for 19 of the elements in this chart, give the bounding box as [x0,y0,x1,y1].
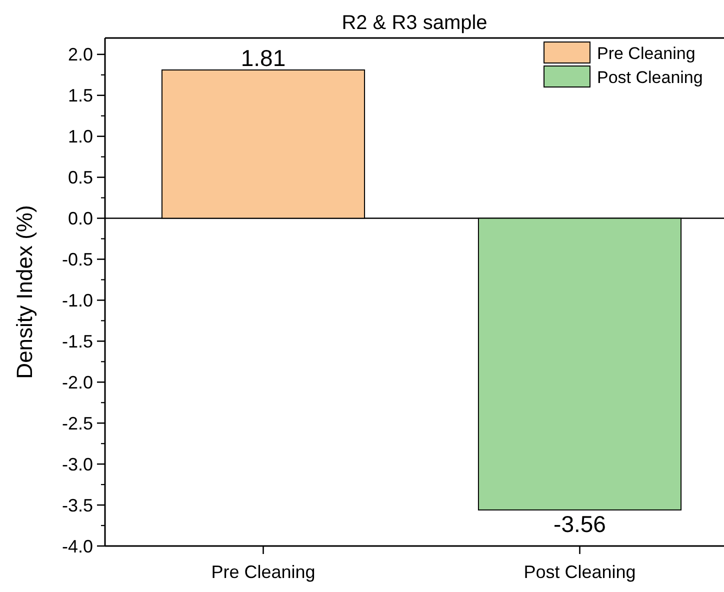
text: -3.0 [62,454,93,474]
text: -2.0 [62,372,93,392]
text: 1.0 [68,126,93,147]
text: -4.0 [62,536,93,556]
y-axis-title: Density Index (%) [12,205,37,379]
data-label: 1.81 [240,44,286,71]
text: 0.5 [68,168,93,188]
data-label: -3.56 [554,510,606,537]
text: 0.0 [68,208,93,229]
text: 1.5 [68,86,93,106]
legend-label: Pre Cleaning [597,44,696,63]
text: -1.0 [62,290,93,310]
text: -1.5 [62,331,93,352]
legend-label: Post Cleaning [597,68,703,87]
text: -0.5 [62,250,93,270]
text: 2.0 [68,44,93,65]
text: -2.5 [62,413,93,434]
chart-title: R2 & R3 sample [342,12,488,34]
text: -3.5 [62,495,93,516]
